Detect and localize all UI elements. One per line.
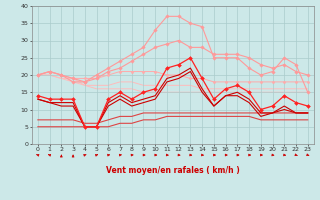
X-axis label: Vent moyen/en rafales ( km/h ): Vent moyen/en rafales ( km/h ) bbox=[106, 166, 240, 175]
